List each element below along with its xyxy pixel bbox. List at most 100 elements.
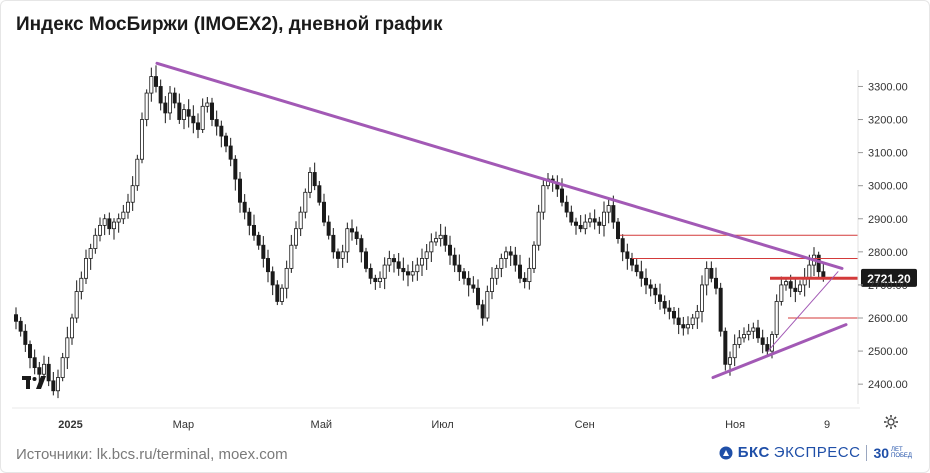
candle — [93, 228, 98, 254]
candle — [461, 267, 466, 285]
trendline — [711, 323, 848, 380]
gear-icon[interactable] — [883, 414, 899, 430]
candle — [298, 206, 303, 237]
candle — [443, 226, 448, 252]
candle — [275, 280, 280, 306]
candle — [700, 275, 705, 323]
candle — [503, 246, 508, 268]
y-tick-label: 3300.00 — [868, 81, 908, 93]
candle — [723, 327, 728, 371]
candle — [387, 250, 392, 272]
candle — [56, 369, 61, 399]
candle — [508, 246, 513, 266]
candle — [489, 267, 494, 300]
candle — [774, 294, 779, 338]
candle — [616, 218, 621, 244]
candle — [317, 181, 322, 206]
candle — [471, 276, 476, 293]
candle — [597, 216, 602, 234]
candle — [102, 214, 107, 236]
candle — [205, 97, 210, 113]
candle — [98, 217, 103, 242]
candle — [13, 307, 18, 330]
x-tick-label: 2025 — [58, 419, 82, 431]
candle — [303, 188, 308, 219]
candle — [433, 231, 438, 246]
candle — [247, 207, 252, 236]
x-axis: 2025 Мар Май Июл Сен Ноя 9 — [12, 407, 860, 431]
candle — [121, 204, 126, 225]
candle — [415, 257, 420, 281]
candle — [602, 201, 607, 237]
candle — [186, 99, 191, 128]
candle — [265, 249, 270, 283]
candle — [51, 371, 56, 396]
y-tick-label: 2900.00 — [868, 214, 908, 226]
overlays-layer: 2721.20 — [155, 61, 917, 380]
candle — [518, 254, 523, 284]
y-tick-label: 2600.00 — [868, 313, 908, 325]
candle — [714, 267, 719, 295]
candle — [737, 330, 742, 349]
candle — [457, 254, 462, 281]
candle — [522, 272, 527, 289]
y-tick-label: 2400.00 — [868, 379, 908, 391]
candle — [256, 231, 261, 250]
candle — [625, 243, 630, 270]
candle — [153, 65, 158, 93]
brand-icon — [719, 446, 733, 459]
candle — [37, 361, 42, 384]
candle — [279, 284, 284, 305]
candle — [27, 340, 32, 369]
price-chart[interactable]: 2721.20 2400.00 2500.00 2600.00 2700.00 2800… — [0, 0, 930, 440]
candle — [195, 113, 200, 139]
x-tick-label: Май — [311, 419, 333, 431]
candle — [681, 316, 686, 336]
candle — [410, 261, 415, 282]
candle — [331, 228, 336, 259]
x-tick-label: 9 — [824, 419, 830, 431]
y-tick-label: 2800.00 — [868, 247, 908, 259]
brand-express: ЭКСПРЕСС — [773, 444, 861, 461]
candle — [345, 222, 350, 263]
candle — [667, 300, 672, 320]
candle — [569, 205, 574, 226]
candle — [583, 214, 588, 235]
candle — [742, 327, 747, 343]
candle — [219, 120, 224, 148]
candle — [326, 215, 331, 240]
candle — [630, 252, 635, 272]
candle — [560, 178, 565, 207]
x-tick-label: Ноя — [725, 419, 745, 431]
candle — [270, 266, 275, 296]
brand-years-sub-1: ЛЕТ — [891, 446, 903, 453]
candle — [79, 271, 84, 300]
candle — [84, 249, 89, 284]
candle — [349, 219, 354, 241]
candle — [354, 226, 359, 245]
candle — [144, 89, 149, 127]
candle — [46, 356, 51, 387]
x-tick-label: Сен — [575, 419, 595, 431]
candle — [32, 349, 37, 375]
candle — [107, 212, 112, 235]
candle — [373, 274, 378, 290]
brand-separator — [866, 444, 868, 461]
candle — [321, 193, 326, 227]
candle — [695, 304, 700, 329]
candle — [578, 215, 583, 233]
candle — [532, 241, 537, 274]
candle — [233, 155, 238, 191]
candle — [88, 243, 93, 270]
last-price-label: 2721.20 — [867, 272, 911, 286]
candle — [634, 259, 639, 277]
candle — [447, 235, 452, 265]
candle — [765, 337, 770, 356]
candle — [289, 234, 294, 273]
candle — [223, 132, 228, 153]
candle — [709, 261, 714, 283]
candles-layer — [13, 65, 826, 399]
candle — [480, 299, 485, 326]
candle — [606, 199, 611, 224]
candle — [793, 276, 798, 303]
